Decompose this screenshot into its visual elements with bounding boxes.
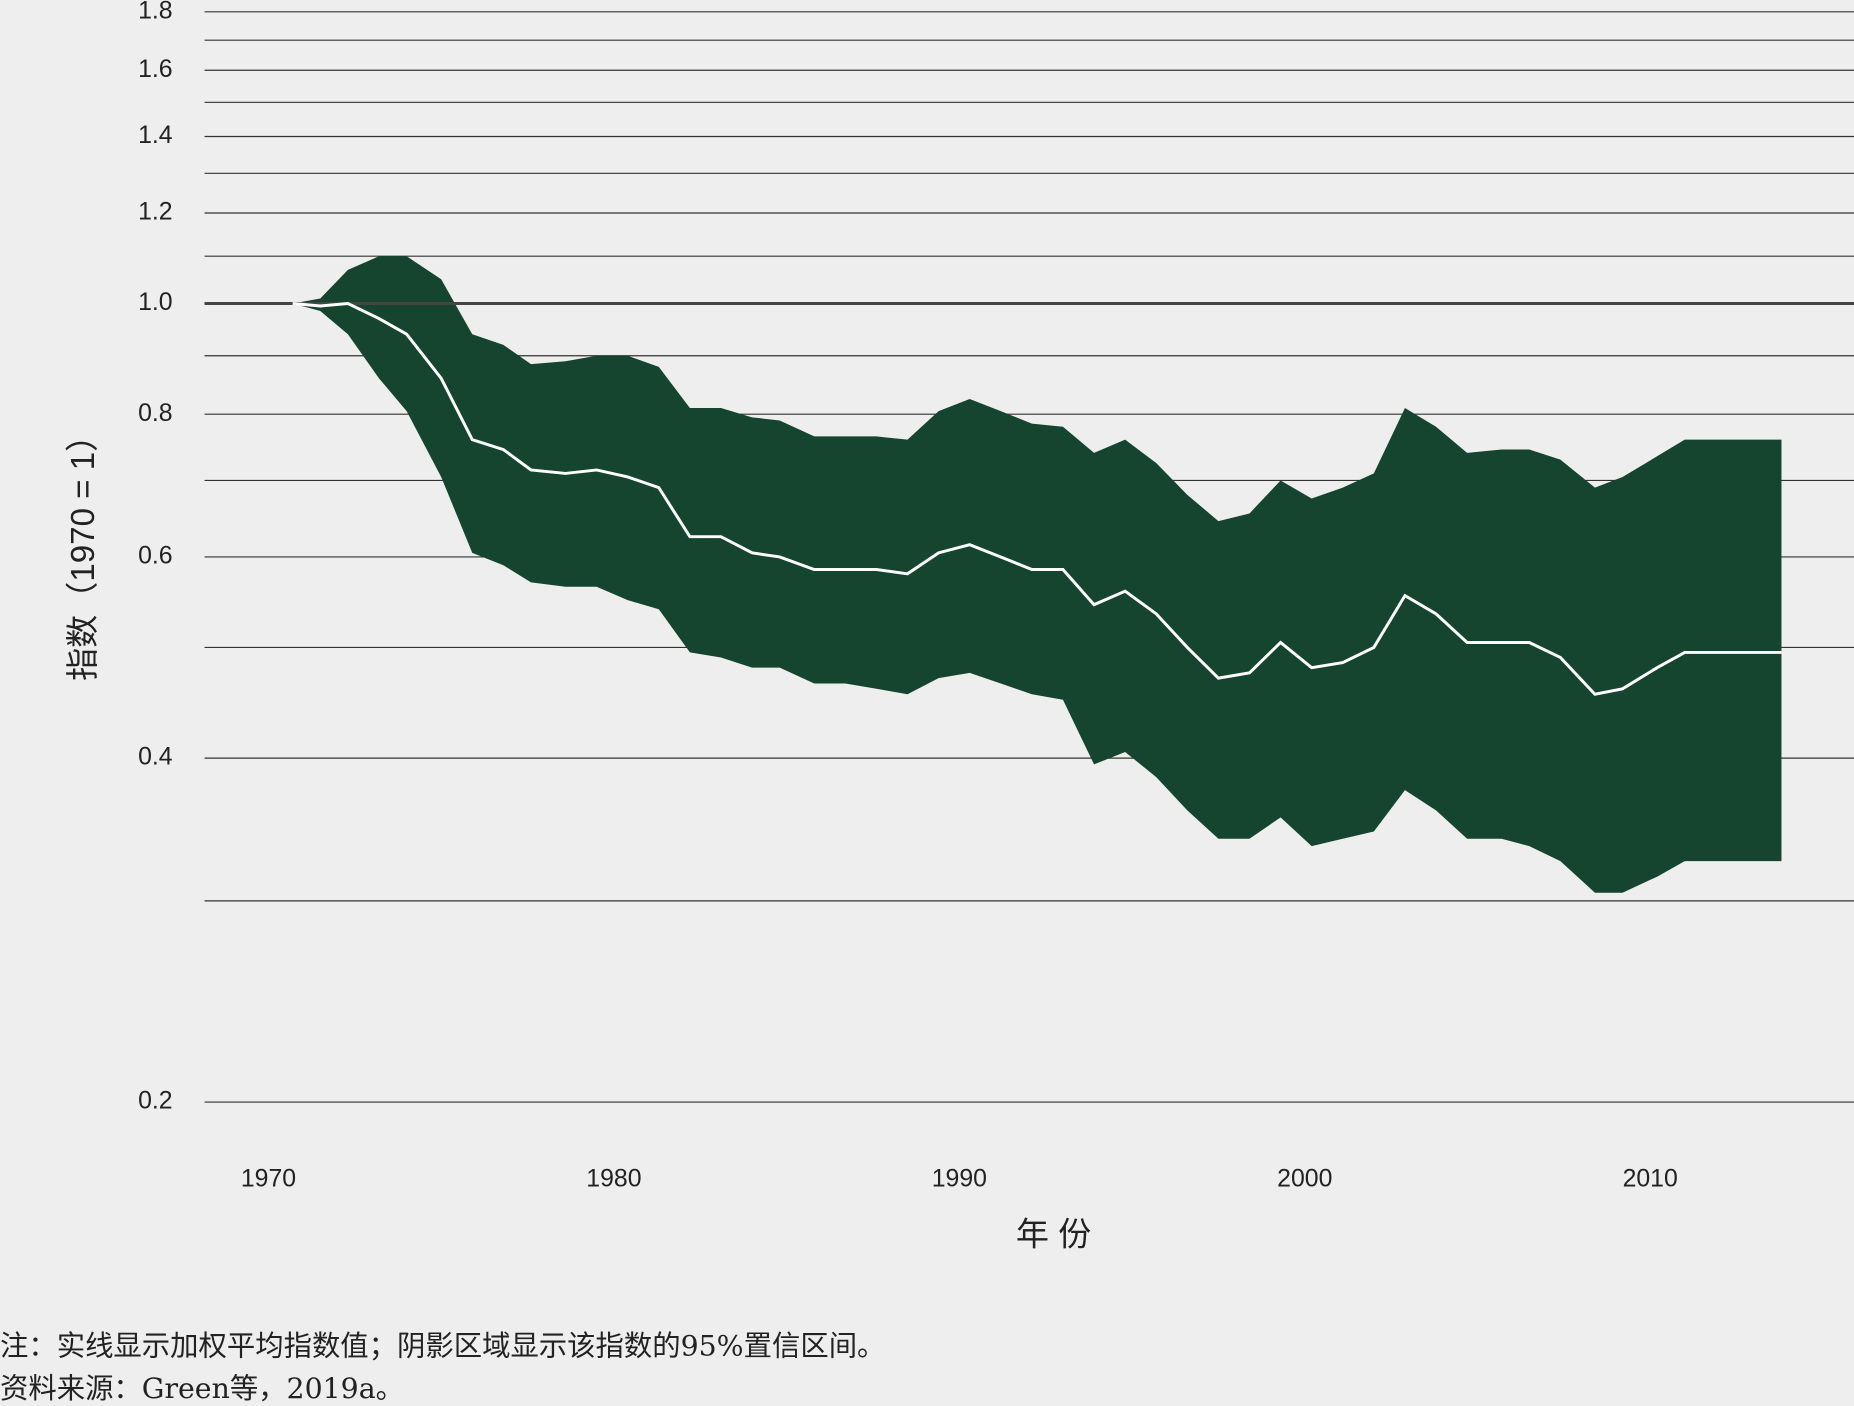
confidence-band bbox=[292, 256, 1782, 893]
x-tick-label: 2010 bbox=[1623, 1166, 1678, 1193]
y-tick-label: 0.4 bbox=[138, 744, 173, 771]
y-tick-label: 0.8 bbox=[138, 400, 173, 427]
y-tick-label: 1.4 bbox=[138, 122, 173, 149]
note: 注：实线显示加权平均指数值；阴影区域显示该指数的95%置信区间。 bbox=[0, 1330, 885, 1363]
x-tick-label: 1990 bbox=[932, 1166, 987, 1193]
y-tick-label: 0.2 bbox=[138, 1088, 173, 1115]
y-tick-label: 1.6 bbox=[138, 56, 173, 83]
x-tick-label: 1970 bbox=[241, 1166, 296, 1193]
x-tick-label: 1980 bbox=[586, 1166, 641, 1193]
y-axis-label: 指数（1970 = 1） bbox=[65, 419, 102, 681]
index-line bbox=[292, 301, 1782, 696]
x-axis-label: 年 份 bbox=[1016, 1217, 1091, 1254]
y-tick-label: 1.0 bbox=[138, 289, 173, 316]
y-tick-label: 0.6 bbox=[138, 543, 173, 570]
source: 资料来源：Green等，2019a。 bbox=[0, 1372, 404, 1405]
x-tick-label: 2000 bbox=[1277, 1166, 1332, 1193]
y-tick-label: 1.2 bbox=[138, 199, 173, 226]
y-tick-label: 1.8 bbox=[138, 0, 173, 24]
